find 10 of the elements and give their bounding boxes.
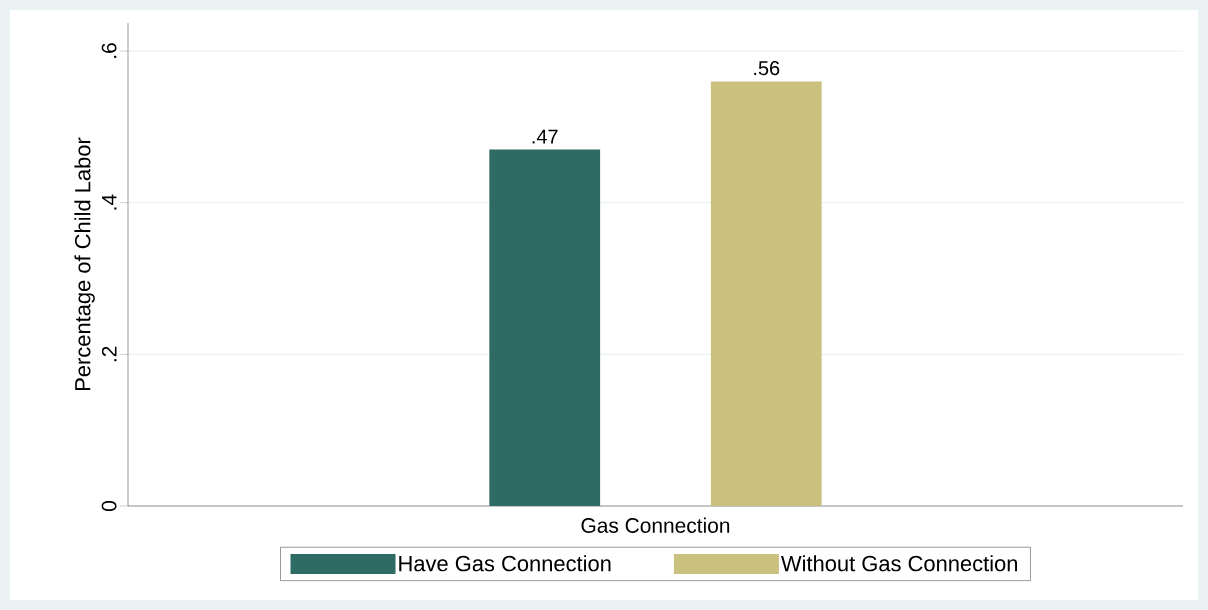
y-tick-label: .2 xyxy=(101,346,117,362)
x-tick-label: Gas Connection xyxy=(581,517,730,533)
y-axis-title: Percentage of Child Labor xyxy=(74,137,95,391)
y-tick-label: .4 xyxy=(102,194,117,210)
legend-label: Have Gas Connection xyxy=(399,555,611,572)
data-label: .47 xyxy=(532,129,558,144)
y-tick-label: 0 xyxy=(101,501,117,512)
y-tick-label: .6 xyxy=(101,43,117,58)
data-label: .56 xyxy=(754,61,780,76)
legend-label: Without Gas Connection xyxy=(781,555,1018,572)
